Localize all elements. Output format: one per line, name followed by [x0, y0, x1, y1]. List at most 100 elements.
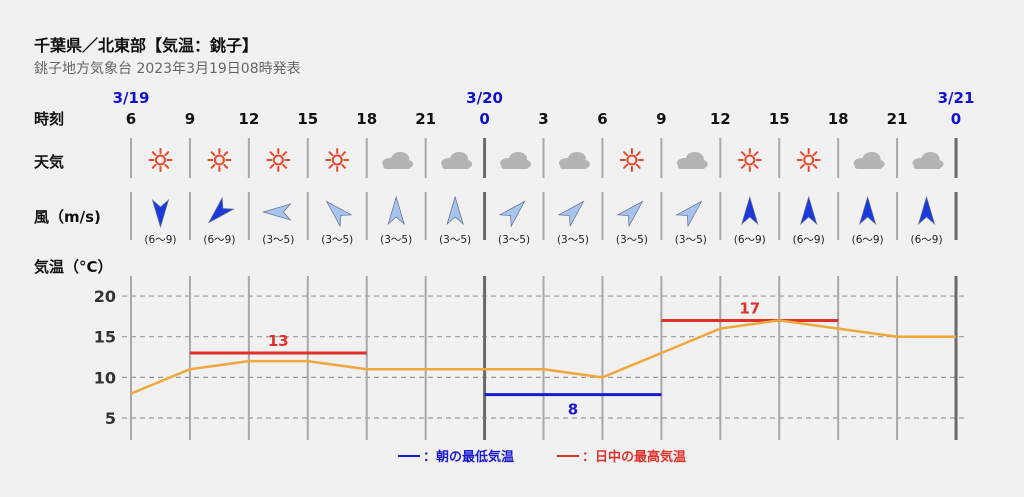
- cloud-part: [559, 163, 588, 169]
- date-label: 3/20: [466, 89, 503, 107]
- wind-speed-label: (3～5): [557, 234, 589, 246]
- legend: ：朝の最低気温 ：日中の最高気温: [398, 449, 686, 465]
- sun-ray: [282, 163, 288, 169]
- date-label: 3/21: [938, 89, 975, 107]
- wind-row: (6～9) (6～9) (3～5) (3～5) (3～5) (3～5) (3～5) (3～5)…: [144, 195, 943, 246]
- wind-arrow-icon: [262, 203, 292, 221]
- temperature-line-group: [130, 319, 956, 395]
- temperature-line: [130, 319, 956, 395]
- wind-arrow-shape: [262, 203, 292, 221]
- cloud-icon: [558, 152, 590, 169]
- wind-arrow-shape: [917, 195, 936, 226]
- wind-speed-label: (3～5): [498, 234, 530, 246]
- wind-arrow-icon: [858, 195, 877, 226]
- sun-core: [213, 154, 225, 166]
- sun-ray: [623, 151, 628, 157]
- sun-icon: [619, 148, 644, 172]
- max-temp-label: 17: [739, 299, 760, 317]
- sun-ray: [151, 151, 157, 157]
- hour-label: 15: [769, 110, 790, 128]
- hour-label: 15: [297, 110, 318, 128]
- sun-ray: [210, 163, 216, 169]
- wind-speed-label: (3～5): [262, 234, 294, 246]
- sun-icon: [796, 148, 821, 172]
- max-temp-label: 13: [268, 332, 289, 350]
- y-tick-label: 10: [94, 368, 116, 387]
- wind-row-label: 風（m/s): [34, 208, 101, 226]
- wind-arrow-icon: [800, 195, 818, 226]
- date-axis: 3/19 3/20 3/21: [113, 89, 975, 107]
- y-tick-label: 15: [94, 328, 116, 347]
- wind-speed-label: (6～9): [911, 234, 943, 246]
- cloud-icon: [382, 152, 414, 169]
- wind-arrow-shape: [800, 195, 818, 226]
- sun-ray: [210, 151, 216, 157]
- wind-speed-label: (6～9): [793, 234, 825, 246]
- sun-ray: [341, 151, 347, 157]
- wind-arrow-icon: [207, 196, 235, 224]
- hour-label: 21: [415, 110, 436, 128]
- sun-core: [331, 154, 343, 166]
- wind-speed-label: (3～5): [675, 234, 707, 246]
- wind-speed-label: (3～5): [616, 234, 648, 246]
- hour-label: 0: [479, 110, 489, 128]
- sun-core: [744, 154, 756, 166]
- cloud-icon: [500, 152, 532, 169]
- sun-core: [272, 154, 284, 166]
- cloud-part: [854, 163, 883, 169]
- wind-speed-label: (6～9): [852, 234, 884, 246]
- wind-arrow-shape: [498, 200, 526, 228]
- sun-core: [626, 154, 638, 166]
- wind-arrow-shape: [325, 200, 353, 228]
- sun-icon: [148, 148, 173, 172]
- cloud-part: [913, 163, 942, 169]
- page-title: 千葉県／北東部【気温：銚子】: [34, 36, 258, 55]
- wind-arrow-shape: [446, 195, 464, 226]
- min-temp-label: 8: [568, 401, 578, 419]
- wind-arrow-icon: [675, 200, 703, 228]
- cloud-icon: [912, 152, 944, 169]
- sun-icon: [737, 148, 762, 172]
- sun-ray: [282, 151, 288, 157]
- wind-arrow-icon: [917, 195, 936, 226]
- sun-core: [154, 154, 166, 166]
- cloud-part: [442, 163, 471, 169]
- wind-speed-label: (3～5): [439, 234, 471, 246]
- sun-ray: [164, 151, 170, 157]
- sun-ray: [753, 163, 759, 169]
- cloud-part: [501, 163, 530, 169]
- sun-ray: [740, 151, 746, 157]
- sun-ray: [223, 163, 229, 169]
- sun-ray: [623, 163, 628, 169]
- sun-core: [803, 154, 815, 166]
- temp-row-label: 気温（°C）: [34, 258, 113, 276]
- wind-arrow-icon: [498, 200, 526, 228]
- date-label: 3/19: [113, 89, 150, 107]
- wind-arrow-icon: [387, 195, 405, 226]
- weather-row: [148, 148, 944, 172]
- sun-icon: [266, 148, 291, 172]
- hour-label: 0: [951, 110, 961, 128]
- weather-row-label: 天気: [34, 153, 64, 171]
- time-row-label: 時刻: [34, 110, 64, 128]
- temperature-grid: 20 15 10 5: [94, 138, 964, 440]
- sun-ray: [812, 163, 818, 169]
- hour-label: 6: [126, 110, 136, 128]
- hour-label: 9: [185, 110, 195, 128]
- sun-ray: [328, 163, 334, 169]
- cloud-part: [677, 163, 706, 169]
- sun-ray: [799, 163, 805, 169]
- wind-speed-label: (3～5): [321, 234, 353, 246]
- sun-ray: [223, 151, 229, 157]
- wind-arrow-icon: [325, 200, 353, 228]
- wind-arrow-icon: [557, 200, 585, 228]
- wind-arrow-shape: [387, 195, 405, 226]
- sun-ray: [341, 163, 347, 169]
- cloud-icon: [676, 152, 708, 169]
- sun-icon: [325, 148, 350, 172]
- sun-ray: [635, 163, 641, 169]
- sun-ray: [635, 151, 641, 157]
- sun-ray: [753, 151, 759, 157]
- sun-ray: [799, 151, 805, 157]
- wind-speed-label: (6～9): [203, 234, 235, 246]
